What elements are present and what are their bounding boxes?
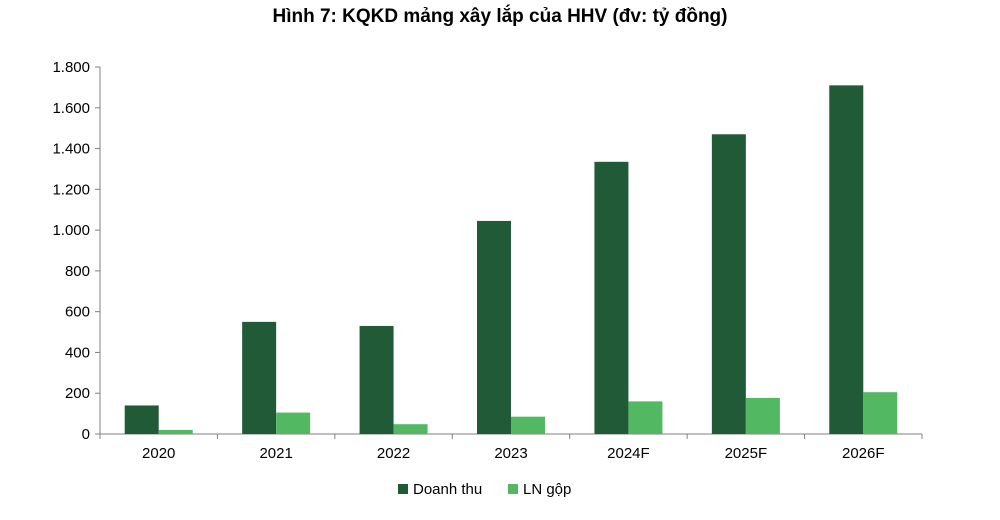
- bar-doanh-thu: [711, 134, 746, 435]
- x-tick-label: 2024F: [607, 445, 650, 462]
- legend-label: LN gộp: [523, 481, 571, 498]
- bar-ln-gop: [863, 392, 898, 434]
- y-tick-label: 600: [65, 304, 90, 321]
- bar-doanh-thu: [242, 321, 277, 434]
- bar-ln-gop: [511, 416, 545, 434]
- y-tick-label: 1.000: [52, 222, 90, 239]
- bar-doanh-thu: [359, 325, 394, 434]
- y-tick-label: 400: [65, 344, 90, 361]
- y-tick-label: 1.200: [52, 181, 90, 198]
- bar-ln-gop: [276, 412, 311, 434]
- y-axis: 0 200 400 600 800 1.000 1.200 1.400 1.600 1.800: [52, 59, 101, 443]
- bar-doanh-thu: [124, 405, 159, 434]
- y-tick-label: 800: [65, 263, 90, 280]
- bars: [124, 85, 898, 435]
- x-tick-label: 2023: [494, 445, 527, 462]
- legend-swatch: [508, 484, 518, 494]
- chart-title: Hình 7: KQKD mảng xây lắp của HHV (đv: t…: [272, 6, 728, 27]
- x-tick-label: 2020: [142, 445, 175, 462]
- x-axis: 2020 2021 2022 2023 2024F 2025F 2026F: [99, 433, 923, 462]
- bar-ln-gop: [745, 397, 780, 434]
- y-tick-label: 1.600: [52, 100, 90, 117]
- legend-label: Doanh thu: [413, 481, 482, 498]
- x-tick-label: 2026F: [842, 445, 885, 462]
- bar-ln-gop: [158, 429, 193, 434]
- legend: Doanh thu LN gộp: [398, 481, 571, 498]
- bar-doanh-thu: [829, 85, 864, 434]
- bar-ln-gop: [628, 401, 663, 434]
- y-tick-label: 200: [65, 385, 90, 402]
- x-tick-label: 2025F: [725, 445, 768, 462]
- bar-doanh-thu: [477, 220, 511, 434]
- bar-ln-gop: [393, 424, 428, 434]
- y-tick-label: 1.800: [52, 59, 90, 76]
- x-tick-label: 2021: [259, 445, 292, 462]
- y-tick-label: 1.400: [52, 141, 90, 158]
- x-tick-label: 2022: [377, 445, 410, 462]
- legend-swatch: [398, 484, 408, 494]
- y-tick-label: 0: [82, 426, 90, 443]
- bar-doanh-thu: [594, 161, 629, 434]
